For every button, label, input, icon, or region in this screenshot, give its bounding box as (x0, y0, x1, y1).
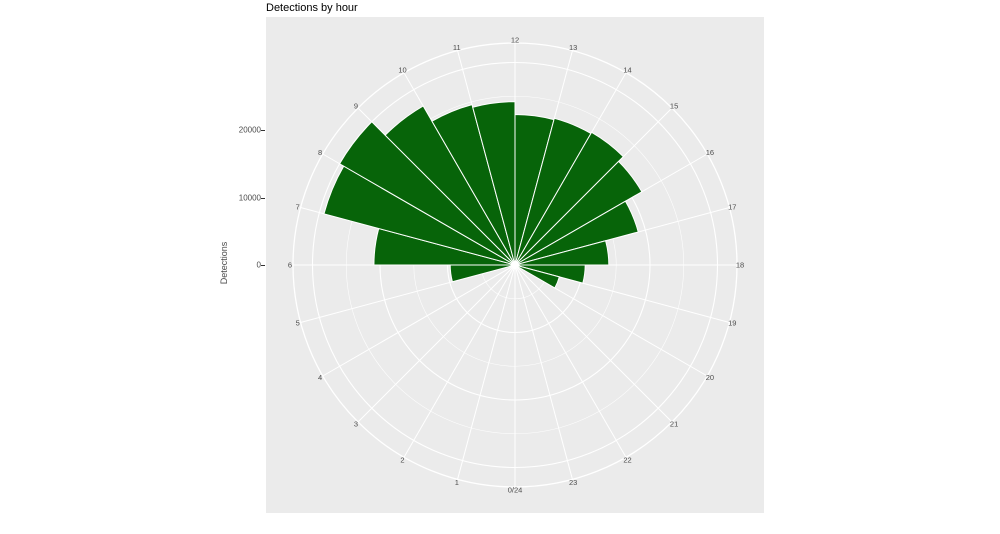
polar-chart-svg: 0/24123456789101112131415161718192021222… (288, 36, 744, 495)
hour-label-6: 6 (288, 261, 292, 270)
bar-wedge-hour-19 (514, 264, 560, 289)
hour-label-5: 5 (296, 319, 300, 328)
hour-label-12: 12 (511, 36, 519, 45)
hour-label-4: 4 (318, 373, 322, 382)
hour-label-0: 0/24 (508, 486, 523, 495)
theta-gridline-h22 (514, 264, 627, 458)
bar-wedge-hour-11 (472, 101, 516, 266)
hour-label-3: 3 (354, 420, 358, 429)
hour-label-9: 9 (354, 101, 358, 110)
hour-label-13: 13 (569, 43, 577, 52)
hour-label-14: 14 (623, 66, 631, 75)
plot-panel: 0/24 1 2 3 4 5 6 7 8 9 10 11 12 13 14 15 16 17 18 19 20 21 22 2… (266, 17, 764, 513)
bar-wedge-hour-9 (384, 105, 516, 266)
hour-label-15: 15 (670, 101, 678, 110)
y-tick-mark (261, 130, 265, 131)
hour-label-22: 22 (623, 455, 631, 464)
bar-wedge-hour-8 (338, 121, 516, 266)
theta-gridline-h3 (357, 264, 516, 423)
hour-label-8: 8 (318, 148, 322, 157)
hour-label-11: 11 (453, 43, 461, 52)
hour-label-10: 10 (398, 66, 406, 75)
hour-label-16: 16 (706, 148, 714, 157)
hour-label-7: 7 (296, 202, 300, 211)
hour-label-20: 20 (706, 373, 714, 382)
hour-label-21: 21 (670, 420, 678, 429)
bar-wedge-hour-5 (449, 264, 516, 283)
theta-gridline-h4 (322, 264, 516, 377)
theta-gridline-h23 (514, 264, 573, 480)
hour-label-1: 1 (455, 478, 459, 487)
theta-gridline-h2 (403, 264, 516, 458)
y-tick-label: 20000 (238, 125, 261, 135)
y-tick-mark (261, 197, 265, 199)
bar-wedge-hour-16 (514, 200, 639, 266)
hour-label-17: 17 (728, 202, 736, 211)
bar-wedge-hour-17 (514, 240, 610, 266)
bar-wedge-hour-14 (514, 131, 625, 266)
theta-gridline-h1 (457, 264, 516, 480)
hour-label-23: 23 (569, 478, 577, 487)
y-tick-label: 10000 (238, 193, 261, 202)
hour-label-2: 2 (400, 455, 404, 464)
theta-gridline-h21 (514, 264, 673, 423)
chart-title: Detections by hour (266, 2, 358, 14)
hour-label-18: 18 (736, 261, 744, 270)
bar-wedge-hour-15 (514, 160, 643, 266)
y-tick-mark (261, 265, 265, 266)
hour-label-19: 19 (728, 319, 736, 328)
bar-wedge-hour-10 (431, 103, 516, 266)
y-tick-label: 0 (256, 260, 261, 270)
